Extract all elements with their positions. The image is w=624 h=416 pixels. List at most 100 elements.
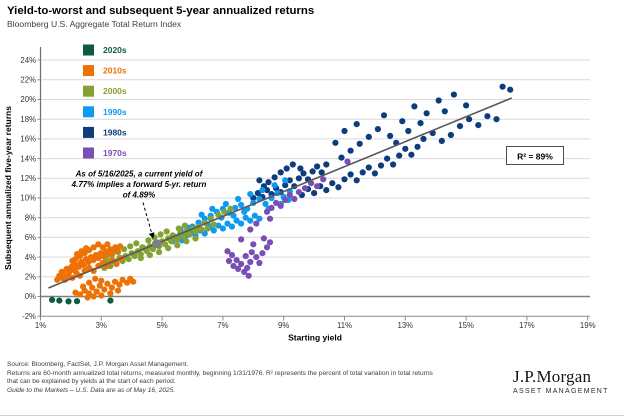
legend-item-1990s: 1990s (83, 106, 127, 118)
data-point (96, 282, 103, 289)
r-squared-label: R² = 89% (517, 152, 553, 162)
data-point (192, 235, 199, 242)
data-point (262, 200, 269, 207)
y-tick-label: 16% (20, 135, 36, 144)
data-point (78, 248, 85, 255)
y-tick-label: 20% (20, 95, 36, 104)
data-point (295, 175, 302, 182)
data-point (80, 283, 87, 290)
data-point (499, 83, 506, 90)
y-tick-label: 24% (20, 56, 36, 65)
data-point (174, 242, 181, 249)
data-point (198, 226, 205, 233)
data-point (277, 202, 284, 209)
data-point (263, 208, 271, 215)
data-point (117, 243, 124, 250)
data-point (198, 211, 205, 218)
data-point (137, 255, 144, 262)
series-2020s (49, 296, 114, 305)
legend-item-1970s: 1970s (83, 147, 127, 159)
x-tick-label: 3% (96, 321, 107, 330)
data-point (289, 161, 296, 168)
data-point (266, 239, 274, 246)
data-point (221, 208, 228, 215)
data-point (311, 190, 318, 197)
data-point (323, 161, 330, 168)
data-point (238, 260, 245, 268)
data-point (238, 220, 245, 227)
current-yield-marker (152, 239, 162, 249)
data-point (238, 236, 245, 243)
data-point (247, 191, 254, 198)
data-point (210, 221, 217, 228)
y-tick-label: 22% (20, 76, 36, 85)
data-point (89, 284, 96, 291)
legend-item-1980s: 1980s (83, 126, 127, 138)
y-tick-label: -2% (22, 312, 36, 321)
data-point (227, 205, 234, 212)
jpmorgan-wordmark: J.P.Morgan (513, 367, 592, 386)
data-point (75, 263, 82, 270)
data-point (224, 220, 231, 227)
data-point (209, 205, 216, 212)
data-point (133, 240, 140, 247)
data-point (146, 252, 153, 259)
data-point (248, 249, 255, 256)
data-point (90, 244, 97, 251)
data-point (174, 236, 181, 243)
data-point (92, 275, 99, 282)
series-1980s (250, 83, 514, 202)
data-point (282, 196, 289, 204)
data-point (356, 140, 363, 147)
data-point (181, 222, 188, 229)
data-point (380, 112, 388, 119)
data-point (335, 184, 342, 191)
data-point (438, 137, 445, 144)
data-point (399, 118, 406, 125)
data-point (338, 154, 345, 161)
data-point (420, 135, 427, 142)
legend-swatch (83, 44, 94, 56)
jpmorgan-logo: J.P.Morgan ASSET MANAGEMENT (513, 367, 609, 395)
data-point (297, 165, 304, 172)
data-point (73, 298, 81, 305)
data-point (283, 165, 290, 172)
data-point (260, 235, 267, 242)
data-point (353, 121, 360, 128)
data-point (192, 228, 199, 235)
data-point (73, 251, 81, 258)
data-point (295, 189, 302, 196)
data-point (320, 176, 327, 183)
data-point (228, 223, 236, 230)
data-point (341, 127, 348, 135)
data-point (157, 231, 164, 238)
data-point (131, 253, 138, 260)
data-point (65, 298, 72, 305)
data-point (99, 244, 106, 251)
data-point (359, 169, 366, 176)
data-point (271, 174, 278, 181)
data-point (266, 215, 274, 222)
data-point (95, 241, 102, 248)
annotation-text: of 4.89% (123, 191, 155, 200)
page-title: Yield-to-worst and subsequent 5-year ann… (7, 5, 315, 17)
data-point (507, 86, 514, 93)
scatter-chart: 1% 3% 5% 7% 9% 11% 13% 15% 17% 19% -2% 0% 2% 4% 6% 8% 10… (3, 44, 596, 343)
legend-label: 1970s (103, 148, 127, 158)
data-point (183, 238, 190, 245)
data-point (314, 183, 321, 190)
data-point (291, 195, 298, 203)
x-tick-label: 17% (519, 321, 535, 330)
series-1970s (224, 158, 351, 279)
legend-label: 1980s (103, 127, 127, 137)
data-point (127, 243, 134, 250)
data-point (259, 187, 266, 194)
data-point (390, 161, 397, 168)
data-point (186, 231, 193, 238)
data-point (156, 249, 163, 256)
source-line: Returns are 60-month annualized total re… (7, 369, 433, 377)
y-tick-label: 6% (25, 233, 36, 242)
data-point (475, 122, 482, 129)
legend-label: 2000s (103, 86, 127, 96)
data-point (365, 133, 372, 140)
